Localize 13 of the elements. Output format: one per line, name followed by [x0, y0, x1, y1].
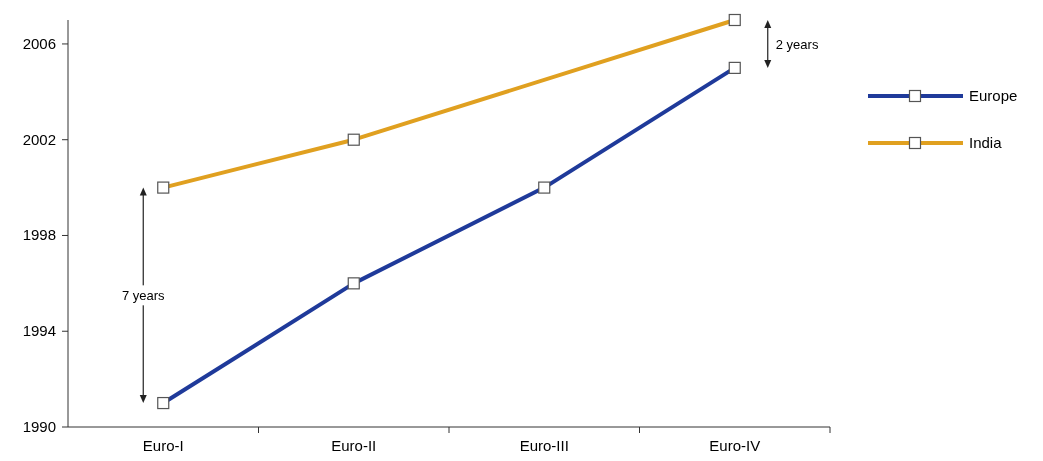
x-tick-label: Euro-II	[331, 437, 377, 454]
legend-label: India	[969, 134, 1003, 151]
x-tick-label: Euro-III	[519, 437, 569, 454]
y-tick-label: 1994	[22, 322, 56, 340]
y-tick-label: 1998	[22, 226, 56, 244]
y-tick-label: 2002	[22, 130, 56, 148]
annotation: 7 years	[121, 288, 166, 304]
x-tick-label: Euro-IV	[709, 437, 761, 454]
annotation: 2 years	[775, 36, 819, 52]
x-tick-label: Euro-I	[142, 437, 184, 454]
y-tick-label: 1990	[22, 418, 56, 435]
legend-label: Europe	[969, 87, 1018, 104]
y-tick-label: 2006	[22, 34, 56, 52]
